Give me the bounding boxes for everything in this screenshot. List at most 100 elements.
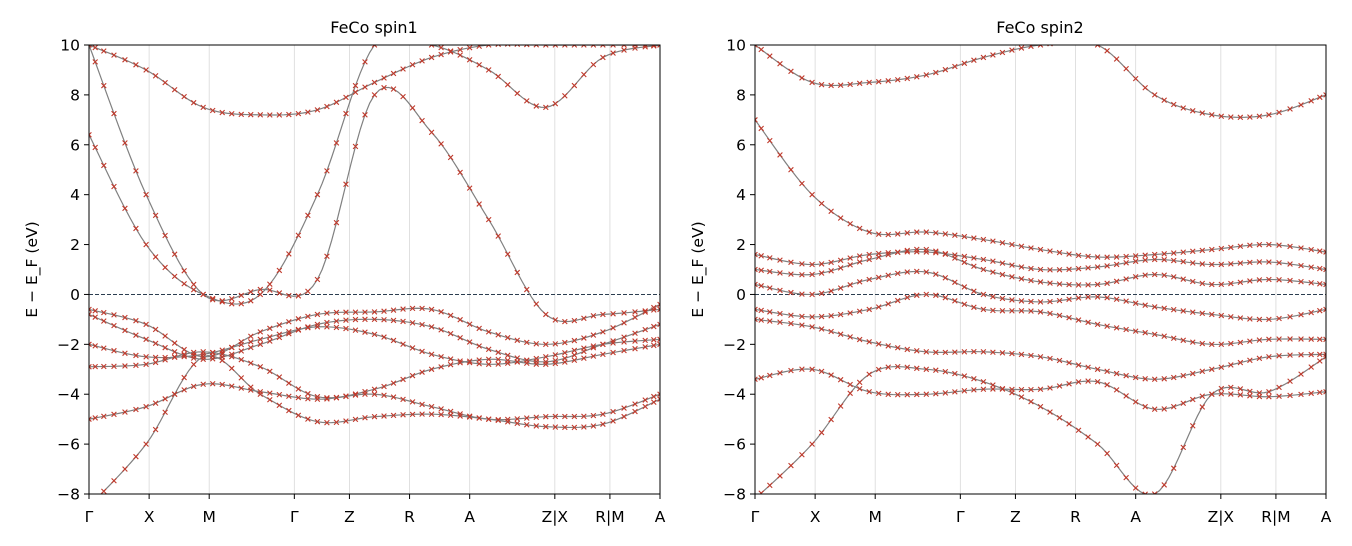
band-point (428, 129, 435, 136)
band-point (1094, 264, 1101, 270)
band-point (1199, 368, 1206, 375)
band-point (352, 82, 359, 89)
band-point (847, 334, 853, 340)
band-point (1018, 243, 1025, 250)
band-point (247, 333, 254, 340)
band-point (809, 366, 815, 373)
band-point (438, 51, 444, 58)
band-point (1237, 359, 1244, 366)
band-point (476, 45, 482, 50)
band-point (352, 143, 359, 150)
band-point (1018, 276, 1025, 282)
band-point (971, 57, 977, 63)
band-point (371, 391, 378, 398)
band-point (1018, 394, 1025, 400)
band-point (632, 408, 638, 415)
band-point (1132, 75, 1139, 82)
band-point (621, 310, 627, 316)
band-point (314, 311, 321, 318)
x-tick-label: R (1070, 508, 1081, 526)
band-point (828, 208, 834, 215)
band-point (828, 312, 834, 319)
band-point (1266, 112, 1272, 118)
band-point (162, 357, 168, 363)
band-point (1317, 281, 1323, 287)
band-point (1056, 281, 1063, 287)
band-point (1123, 372, 1129, 379)
band-point (1056, 312, 1063, 319)
band-point (1209, 112, 1215, 118)
band-point (894, 297, 901, 304)
band-point (181, 280, 187, 287)
band-point (485, 216, 492, 223)
band-point (133, 61, 139, 68)
band-point (1228, 114, 1234, 120)
band-point (971, 288, 977, 295)
band-point (371, 316, 378, 323)
band-point (1113, 370, 1120, 377)
band-point (999, 240, 1006, 246)
band-point (894, 363, 901, 370)
band-point (162, 264, 168, 271)
band-point (1276, 242, 1282, 248)
band-point (1076, 38, 1081, 43)
band-point (92, 144, 99, 151)
band-point (942, 231, 949, 237)
band-point (257, 341, 264, 348)
band-point (1209, 261, 1215, 268)
band-point (777, 270, 783, 276)
band-point (885, 343, 892, 349)
band-point (894, 344, 901, 351)
band-point (1218, 312, 1225, 319)
band-point (1123, 276, 1129, 282)
band-point (152, 73, 159, 79)
band-point (942, 294, 949, 301)
band-point (428, 403, 435, 410)
x-tick-label: Γ (956, 508, 965, 526)
band-point (1308, 98, 1314, 104)
band-point (152, 254, 159, 260)
band-point (767, 137, 773, 144)
band-point (1066, 281, 1072, 288)
band-point (562, 45, 568, 48)
band-point (533, 103, 540, 109)
band-point (362, 414, 368, 421)
band-point (913, 229, 920, 235)
band-point (209, 353, 216, 359)
band-point (809, 191, 815, 198)
band-point (933, 349, 939, 356)
band-point (952, 255, 958, 261)
band-point (1066, 359, 1072, 366)
band-point (381, 308, 387, 314)
band-point (961, 284, 968, 290)
band-point (1228, 362, 1234, 368)
y-tick-label: −8 (723, 486, 746, 504)
band-point (1123, 298, 1129, 304)
band-point (495, 233, 502, 239)
band-point (837, 265, 844, 271)
band-point (1113, 261, 1120, 268)
band-point (543, 361, 549, 368)
band-point (438, 411, 444, 418)
band-point (122, 140, 128, 146)
x-tick-label: X (810, 508, 821, 526)
band-point (152, 340, 159, 347)
band-point (1056, 414, 1063, 421)
band-point (971, 348, 977, 355)
band-point (257, 112, 264, 118)
band-point (1104, 382, 1110, 388)
band-point (1170, 374, 1177, 381)
band-point (333, 419, 340, 426)
band-point (390, 394, 397, 400)
band-point (610, 325, 616, 331)
band-point (971, 304, 977, 311)
band-point (111, 477, 117, 484)
band-point (533, 341, 540, 347)
band-point (504, 419, 511, 425)
band-point (571, 413, 578, 420)
band-point (1308, 309, 1314, 316)
band-point (228, 344, 235, 351)
band-point (971, 263, 977, 270)
band-point (1323, 336, 1326, 343)
band-point (111, 322, 117, 329)
